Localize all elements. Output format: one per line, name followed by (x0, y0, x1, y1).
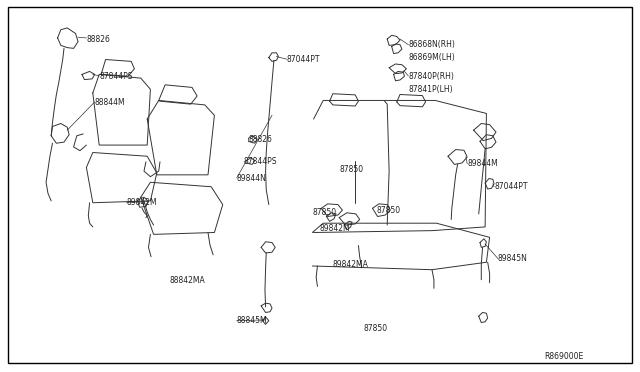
Text: 89844M: 89844M (467, 159, 498, 168)
Text: 88826: 88826 (248, 135, 272, 144)
Text: 88844M: 88844M (95, 98, 125, 107)
Text: 88845M: 88845M (237, 316, 268, 325)
Text: 89842M: 89842M (320, 224, 351, 233)
Text: 89842MA: 89842MA (333, 260, 369, 269)
Text: 89844N: 89844N (237, 174, 267, 183)
Text: R869000E: R869000E (544, 352, 583, 361)
Text: 89842M: 89842M (127, 198, 157, 207)
Text: 87044PT: 87044PT (494, 182, 527, 191)
Text: 87844PS: 87844PS (99, 72, 132, 81)
Text: 87850: 87850 (376, 206, 401, 215)
Text: 86869M(LH): 86869M(LH) (408, 53, 455, 62)
Text: 87044PT: 87044PT (287, 55, 320, 64)
Text: 87850: 87850 (364, 324, 388, 333)
Text: 88826: 88826 (86, 35, 110, 44)
Text: 89845N: 89845N (498, 254, 528, 263)
Text: 87850: 87850 (312, 208, 337, 217)
Text: 87840P(RH): 87840P(RH) (408, 72, 454, 81)
Text: 88842MA: 88842MA (170, 276, 205, 285)
Text: 87844PS: 87844PS (243, 157, 276, 166)
Text: 86868N(RH): 86868N(RH) (408, 40, 455, 49)
Text: 87850: 87850 (339, 165, 364, 174)
Text: 87841P(LH): 87841P(LH) (408, 85, 453, 94)
